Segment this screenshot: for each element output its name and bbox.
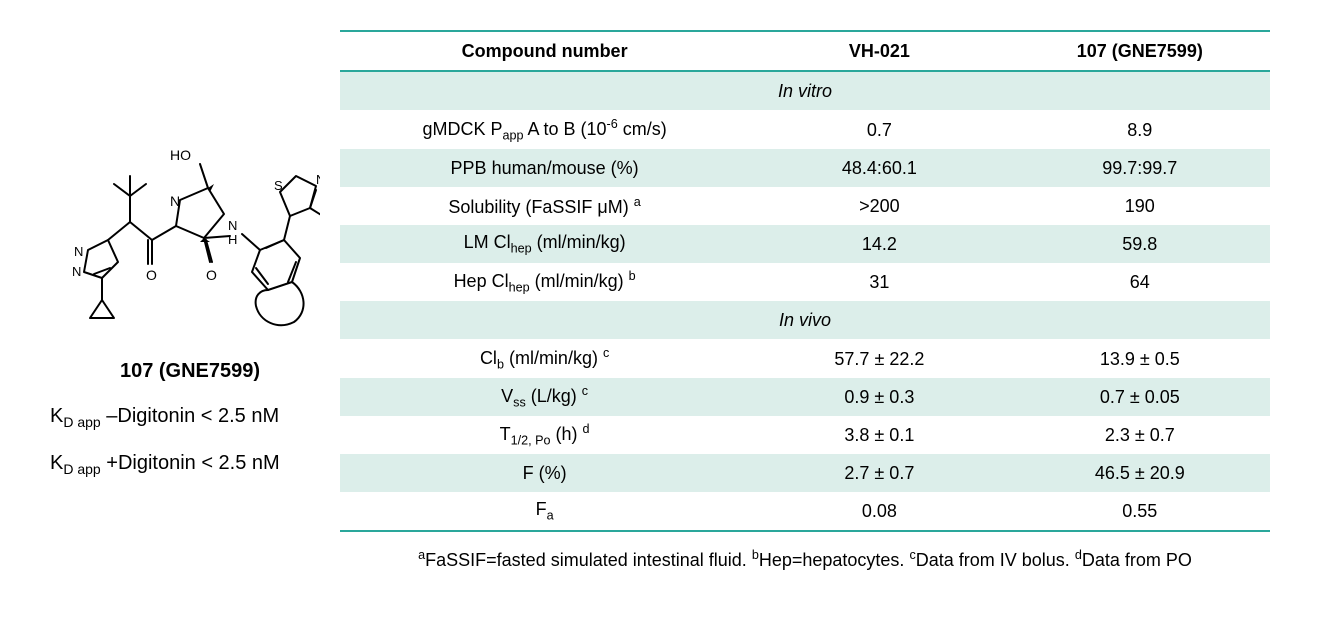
value-107: 2.3 ± 0.7	[1010, 416, 1270, 454]
col-header-compound: Compound number	[340, 31, 749, 71]
page-root: N HO O	[0, 0, 1330, 642]
kd-minus-digitonin: KD app –Digitonin < 2.5 nM	[50, 405, 330, 430]
param-cell: Fa	[340, 492, 749, 531]
value-107: 46.5 ± 20.9	[1010, 454, 1270, 492]
value-vh021: 3.8 ± 0.1	[749, 416, 1009, 454]
param-cell: Vss (L/kg) c	[340, 378, 749, 416]
col-header-vh021: VH-021	[749, 31, 1009, 71]
value-vh021: 31	[749, 263, 1009, 301]
svg-text:H: H	[228, 232, 237, 247]
data-table: Compound numberVH-021107 (GNE7599)In vit…	[340, 30, 1270, 532]
value-107: 190	[1010, 187, 1270, 225]
svg-text:N: N	[74, 244, 83, 259]
left-panel: N HO O	[40, 30, 340, 622]
value-107: 59.8	[1010, 225, 1270, 263]
value-vh021: 48.4:60.1	[749, 149, 1009, 187]
param-cell: PPB human/mouse (%)	[340, 149, 749, 187]
section-in-vivo: In vivo	[340, 301, 1270, 340]
param-cell: Hep Clhep (ml/min/kg) b	[340, 263, 749, 301]
value-107: 99.7:99.7	[1010, 149, 1270, 187]
svg-text:N: N	[170, 193, 180, 209]
right-panel: Compound numberVH-021107 (GNE7599)In vit…	[340, 30, 1270, 622]
value-vh021: 0.9 ± 0.3	[749, 378, 1009, 416]
value-vh021: 0.7	[749, 111, 1009, 150]
param-cell: gMDCK Papp A to B (10-6 cm/s)	[340, 111, 749, 150]
value-107: 8.9	[1010, 111, 1270, 150]
value-vh021: 57.7 ± 22.2	[749, 340, 1009, 379]
svg-text:N: N	[228, 218, 237, 233]
value-107: 0.55	[1010, 492, 1270, 531]
col-header-107: 107 (GNE7599)	[1010, 31, 1270, 71]
value-vh021: >200	[749, 187, 1009, 225]
svg-text:N: N	[72, 264, 81, 279]
value-vh021: 14.2	[749, 225, 1009, 263]
value-107: 64	[1010, 263, 1270, 301]
value-vh021: 0.08	[749, 492, 1009, 531]
value-107: 13.9 ± 0.5	[1010, 340, 1270, 379]
param-cell: Solubility (FaSSIF μM) a	[340, 187, 749, 225]
value-vh021: 2.7 ± 0.7	[749, 454, 1009, 492]
param-cell: Clb (ml/min/kg) c	[340, 340, 749, 379]
param-cell: LM Clhep (ml/min/kg)	[340, 225, 749, 263]
chemical-structure: N HO O	[60, 90, 320, 350]
svg-text:N: N	[316, 172, 320, 187]
table-footnotes: aFaSSIF=fasted simulated intestinal flui…	[340, 546, 1270, 574]
param-cell: F (%)	[340, 454, 749, 492]
compound-label: 107 (GNE7599)	[120, 360, 260, 383]
kd-plus-digitonin: KD app +Digitonin < 2.5 nM	[50, 452, 330, 477]
svg-text:S: S	[274, 178, 283, 193]
param-cell: T1/2, Po (h) d	[340, 416, 749, 454]
svg-text:O: O	[206, 267, 217, 283]
section-in-vitro: In vitro	[340, 71, 1270, 111]
value-107: 0.7 ± 0.05	[1010, 378, 1270, 416]
svg-text:HO: HO	[170, 147, 191, 163]
svg-text:O: O	[146, 267, 157, 283]
